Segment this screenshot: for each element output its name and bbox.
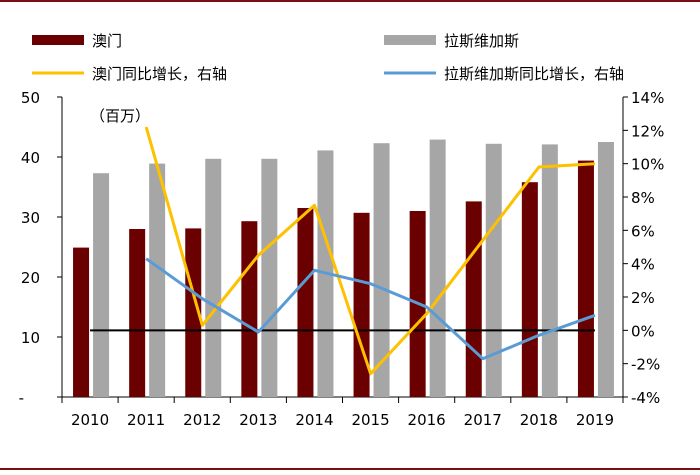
bar-macau — [73, 247, 90, 397]
right-tick-label: 12% — [631, 122, 664, 140]
bar-las-vegas — [541, 144, 558, 397]
bar-las-vegas — [373, 143, 390, 397]
bar-macau — [297, 208, 314, 397]
bar-las-vegas — [485, 143, 502, 397]
right-tick-label: -4% — [631, 389, 660, 407]
bottom-border-rule — [0, 468, 700, 470]
bar-las-vegas — [93, 173, 110, 397]
line-macau-yoy — [144, 126, 596, 376]
x-tick-label: 2013 — [239, 411, 277, 429]
bar-las-vegas — [149, 163, 166, 397]
left-tick-label: - — [19, 389, 24, 407]
x-tick-label: 2019 — [576, 411, 614, 429]
legend-swatch-1 — [384, 35, 436, 45]
x-tick-label: 2015 — [351, 411, 389, 429]
right-tick-label: 2% — [631, 289, 655, 307]
unit-note: （百万） — [90, 107, 150, 125]
bar-macau — [521, 182, 538, 397]
bar-macau — [353, 212, 370, 397]
x-tick-label: 2010 — [71, 411, 109, 429]
bar-las-vegas — [261, 158, 278, 397]
left-tick-label: 10 — [21, 329, 40, 347]
right-tick-label: 6% — [631, 222, 655, 240]
bar-macau — [577, 160, 594, 397]
x-tick-label: 2016 — [408, 411, 446, 429]
right-tick-label: -2% — [631, 356, 660, 374]
bar-las-vegas — [597, 142, 614, 397]
top-border-rule — [0, 0, 700, 2]
legend-label-3: 拉斯维加斯同比增长，右轴 — [444, 65, 624, 83]
left-tick-label: 40 — [21, 149, 40, 167]
right-tick-label: 4% — [631, 256, 655, 274]
legend-label-1: 拉斯维加斯 — [444, 32, 519, 50]
legend-label-2: 澳门同比增长，右轴 — [92, 65, 227, 83]
x-tick-label: 2014 — [295, 411, 333, 429]
right-tick-label: 14% — [631, 89, 664, 107]
right-tick-label: 0% — [631, 322, 655, 340]
x-tick-label: 2018 — [520, 411, 558, 429]
left-tick-label: 50 — [21, 89, 40, 107]
legend-label-0: 澳门 — [92, 32, 122, 50]
legend-swatch-0 — [32, 35, 84, 45]
bar-las-vegas — [429, 139, 446, 397]
bar-macau — [241, 221, 258, 397]
x-tick-label: 2012 — [183, 411, 221, 429]
bar-macau — [185, 228, 202, 397]
left-tick-label: 30 — [21, 209, 40, 227]
x-tick-label: 2017 — [464, 411, 502, 429]
line-las-vegas-yoy — [145, 257, 596, 361]
x-tick-label: 2011 — [127, 411, 165, 429]
bar-macau — [465, 201, 482, 397]
bar-las-vegas — [205, 158, 222, 397]
right-tick-label: 10% — [631, 156, 664, 174]
right-tick-label: 8% — [631, 189, 655, 207]
left-tick-label: 20 — [21, 269, 40, 287]
bar-macau — [129, 229, 146, 397]
